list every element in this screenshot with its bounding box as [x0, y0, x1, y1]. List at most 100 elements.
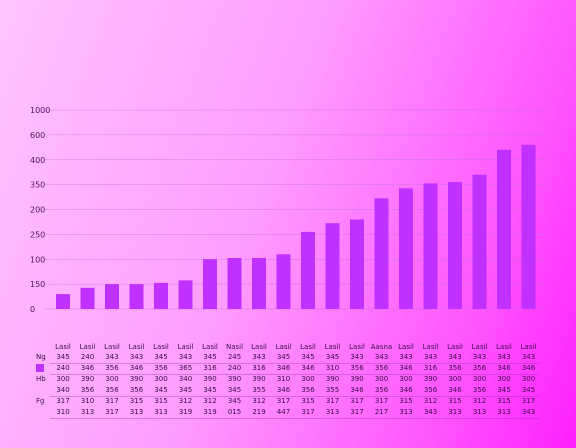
category-label: Lasil — [496, 343, 512, 351]
table-cell: 345 — [154, 386, 168, 394]
table-cell: 356 — [301, 386, 315, 394]
table-cell: 313 — [325, 408, 340, 416]
table-cell: 447 — [276, 408, 291, 416]
table-cell: 343 — [521, 353, 536, 361]
y-tick-label: 100 — [30, 255, 45, 264]
table-cell: 317 — [350, 397, 364, 405]
table-cell: 390 — [203, 375, 217, 383]
table-cell: 312 — [203, 397, 217, 405]
table-cell: 346 — [521, 364, 536, 372]
table-cell: 313 — [129, 408, 144, 416]
table-cell: 015 — [227, 408, 242, 416]
table-cell: 319 — [203, 408, 217, 416]
table-cell: 340 — [178, 375, 193, 383]
y-axis-tick-labels: 0 150 100 250 200 350 400 600 1000 — [30, 106, 50, 314]
bar — [227, 258, 242, 309]
table-cell: 356 — [374, 386, 389, 394]
table-cell: 343 — [497, 353, 511, 361]
table-cell: 356 — [350, 364, 364, 372]
table-cell: 312 — [252, 397, 266, 405]
table-cell: 313 — [472, 408, 487, 416]
table-cell: 312 — [423, 397, 438, 405]
bar-chart: 0 150 100 250 200 350 400 600 1000 — [30, 106, 545, 314]
table-cell: 343 — [350, 353, 364, 361]
table-cell: 345 — [227, 397, 242, 405]
row-label: Ng — [36, 353, 46, 361]
table-cell: 319 — [178, 408, 193, 416]
table-cell: 346 — [301, 364, 315, 372]
table-cell: 317 — [350, 408, 364, 416]
table-cell: 343 — [252, 353, 266, 361]
table-cell: 316 — [252, 364, 266, 372]
table-divider — [50, 418, 540, 419]
category-label: Lasil — [324, 343, 341, 351]
table-cell: 345 — [325, 353, 340, 361]
category-label: Lasil — [422, 343, 439, 351]
table-cell: 345 — [301, 353, 315, 361]
y-tick-label: 0 — [30, 305, 35, 314]
y-tick-label: 200 — [30, 206, 45, 215]
table-cell: 317 — [325, 397, 340, 405]
table-cell: 356 — [105, 386, 119, 394]
table-cell: 343 — [178, 353, 193, 361]
category-label: Lasil — [349, 343, 365, 351]
table-cell: 356 — [80, 386, 95, 394]
table-cell: 390 — [129, 375, 144, 383]
category-label: Aasna — [370, 343, 393, 351]
bar — [350, 219, 364, 309]
table-cell: 343 — [521, 408, 536, 416]
table-cell: 356 — [472, 364, 487, 372]
table-cell: 346 — [497, 364, 511, 372]
table-cell: 313 — [497, 408, 511, 416]
table-cell: 316 — [423, 364, 438, 372]
table-cell: 390 — [350, 375, 364, 383]
table-cell: 356 — [472, 386, 487, 394]
y-tick-label: 1000 — [30, 106, 50, 115]
table-cell: 313 — [154, 408, 168, 416]
table-cell: 312 — [178, 397, 193, 405]
table-cell: 300 — [399, 375, 413, 383]
table-cell: 300 — [105, 375, 119, 383]
bar — [56, 294, 70, 309]
table-cell: 343 — [448, 353, 462, 361]
table-cell: 345 — [56, 353, 70, 361]
table-divider — [50, 396, 540, 397]
bar — [276, 254, 291, 309]
table-cell: 343 — [472, 353, 487, 361]
table-cell: 315 — [129, 397, 144, 405]
table-cell: 390 — [423, 375, 438, 383]
table-cell: 219 — [252, 408, 266, 416]
table-cell: 345 — [178, 386, 193, 394]
table-cell: 313 — [80, 408, 95, 416]
category-label: Lasil — [177, 343, 194, 351]
y-tick-label: 600 — [30, 131, 45, 140]
category-label: Nasil — [225, 343, 244, 351]
bar — [154, 282, 168, 309]
table-cell: 356 — [129, 386, 144, 394]
bar — [252, 258, 266, 309]
table-cell: 300 — [472, 375, 487, 383]
table-cell: 390 — [227, 375, 242, 383]
bar — [301, 231, 315, 309]
category-label: Lasil — [79, 343, 96, 351]
category-label: Lasil — [300, 343, 316, 351]
table-cell: 240 — [80, 353, 95, 361]
table-cell: 240 — [56, 364, 70, 372]
category-label: Lasil — [520, 343, 537, 351]
table-cell: 345 — [154, 353, 168, 361]
table-cell: 390 — [252, 375, 266, 383]
category-label: Lasil — [251, 343, 267, 351]
table-cell: 356 — [423, 386, 438, 394]
table-divider — [50, 374, 540, 375]
table-cell: 300 — [448, 375, 462, 383]
table-cell: 345 — [227, 386, 242, 394]
table-cell: 310 — [276, 375, 291, 383]
category-label: Lasil — [398, 343, 414, 351]
table-cell: 345 — [203, 386, 217, 394]
bar — [325, 223, 340, 309]
table-cell: 317 — [301, 408, 315, 416]
table-cell: 300 — [374, 375, 389, 383]
table-cell: 356 — [154, 364, 168, 372]
table-cell: 315 — [301, 397, 315, 405]
gridlines — [45, 109, 545, 310]
